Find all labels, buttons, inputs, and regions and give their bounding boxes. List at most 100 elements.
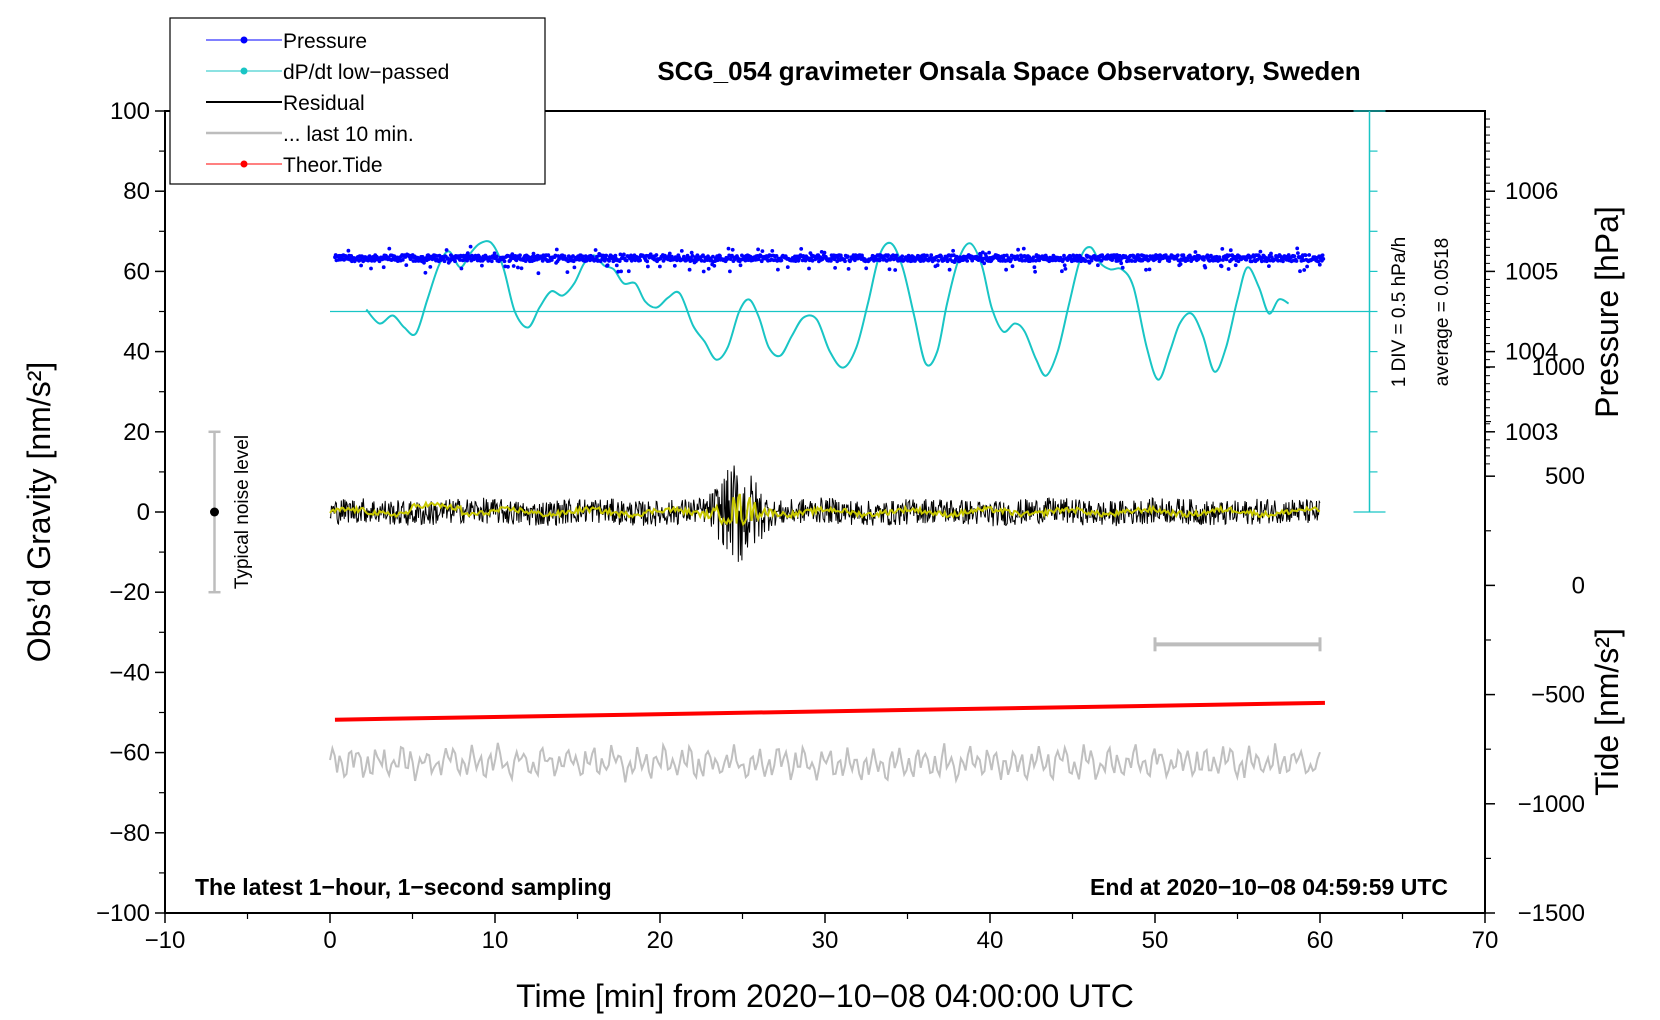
pressure-point [887,267,892,272]
pressure-point [718,254,722,258]
pressure-point [699,258,704,263]
pressure-point [516,265,520,270]
pressure-point [1020,258,1025,263]
y-axis-label-pressure: Pressure [hPa] [1589,206,1625,418]
pressure-point [1259,259,1264,264]
pressure-point [877,258,882,263]
pressure-point [614,263,619,268]
pressure-point [1224,257,1229,262]
pressure-point [1233,263,1238,268]
pressure-point [1218,257,1223,262]
pressure-point [595,254,599,259]
pressure-point [886,253,890,257]
pressure-point [1227,253,1232,258]
pressure-point [1010,264,1015,269]
x-tick-label: 30 [812,927,839,954]
pressure-point [939,254,943,259]
pressure-point [1307,253,1312,257]
legend: Pressure dP/dt low−passed Residual ... l… [169,17,546,185]
pressure-point [444,248,449,252]
pressure-point [893,268,898,272]
pressure-point [1305,264,1309,269]
pressure-point [987,250,991,255]
legend-label-residual: Residual [283,92,365,115]
pressure-point [531,251,536,256]
pressure-point [506,264,510,269]
pressure-point [453,259,457,264]
pressure-point [725,256,730,261]
pressure-point [1032,265,1037,270]
pressure-point [951,253,956,258]
pressure-point [947,267,952,272]
pressure-point [706,266,711,271]
footer-left-annotation: The latest 1−hour, 1−second sampling [195,874,612,900]
pressure-point [619,269,623,274]
x-tick-label: 0 [323,927,336,954]
pressure-point [381,265,386,270]
pressure-point [687,267,692,272]
pressure-point [369,266,373,271]
series-layer [208,110,1386,784]
pressure-point [1317,262,1322,267]
y-tick-label: −20 [109,579,150,606]
pressure-point [581,254,585,259]
pressure-point [508,258,513,263]
tide-tick-label: 1000 [1532,354,1585,381]
pressure-point [404,263,409,267]
pressure-tick-label: 1003 [1505,419,1558,446]
pressure-point [1201,255,1206,259]
y-tick-label: 100 [110,98,150,125]
pressure-point [690,253,695,258]
pressure-point [894,253,899,258]
pressure-point [654,253,659,257]
pressure-point [1302,268,1307,272]
pressure-point [1004,253,1009,258]
pressure-point [679,249,684,253]
pressure-point [770,249,775,253]
pressure-point [1144,267,1148,272]
pressure-point [1294,259,1299,263]
pressure-point [712,263,717,268]
pressure-point [658,264,662,269]
pressure-series [333,244,1326,276]
pressure-point [428,265,433,269]
pressure-point [1031,255,1036,260]
y-tick-label: 40 [123,339,150,366]
pressure-point [822,250,827,255]
pressure-point [929,253,934,258]
y-tick-label: 60 [123,258,150,285]
pressure-point [1276,258,1280,263]
pressure-point [489,259,494,264]
pressure-point [387,246,392,251]
pressure-point [701,269,706,274]
pressure-point [1063,267,1068,271]
dpdt-average-label: average = 0.0518 [1432,238,1453,386]
y-tick-label: 0 [137,499,150,526]
pressure-point [492,251,497,256]
pressure-point [728,269,732,274]
x-tick-label: 70 [1472,927,1499,954]
pressure-point [616,269,621,274]
pressure-point [565,270,570,274]
residual-smoothed-line [329,493,1321,527]
pressure-point [475,258,480,263]
pressure-point [503,264,508,269]
y-tick-label: −40 [109,659,150,686]
pressure-point [604,253,609,258]
pressure-point [540,259,545,263]
dpdt-lowpassed-line [365,240,1290,381]
pressure-point [1236,259,1241,264]
pressure-point [1292,254,1297,259]
pressure-point [465,251,470,256]
pressure-point [346,248,351,253]
pressure-point [422,260,426,265]
pressure-point [776,267,780,272]
pressure-point [1031,258,1035,263]
pressure-point [945,259,950,264]
pressure-point [1096,263,1100,268]
pressure-point [518,253,522,258]
pressure-point [1062,263,1067,268]
pressure-point [1033,269,1037,274]
x-axis-label: Time [min] from 2020−10−08 04:00:00 UTC [516,978,1134,1014]
